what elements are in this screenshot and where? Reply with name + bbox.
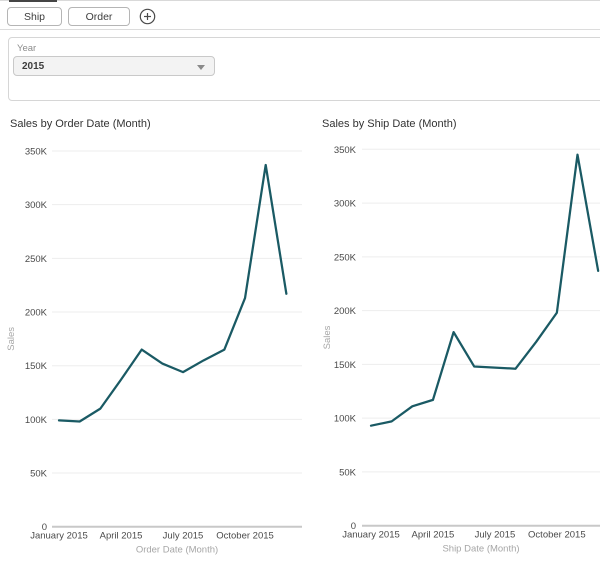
y-axis-title: Sales <box>6 327 17 351</box>
x-tick-label: January 2015 <box>30 531 88 542</box>
x-tick-label: January 2015 <box>342 530 400 541</box>
y-tick-label: 50K <box>30 469 48 480</box>
x-tick-label: April 2015 <box>100 531 143 542</box>
plus-circle-icon <box>139 8 156 25</box>
y-tick-label: 200K <box>334 306 357 317</box>
x-axis-title: Ship Date (Month) <box>442 544 519 555</box>
y-tick-label: 0 <box>351 521 356 532</box>
canvas-tab-ship[interactable]: Ship <box>7 7 62 26</box>
y-tick-label: 100K <box>25 415 48 426</box>
y-tick-label: 250K <box>25 254 48 265</box>
y-tick-label: 50K <box>339 467 357 478</box>
sales-by-ship-date-chart[interactable]: 0 50K 100K 150K 200K 250K 300K 350K January 2015… <box>322 135 600 566</box>
sales-by-order-date-chart[interactable]: 0 50K 100K 150K 200K 250K 300K 350K January 2015… <box>0 135 310 566</box>
order-date-chart-title: Sales by Order Date (Month) <box>10 118 151 130</box>
canvas-tab-order[interactable]: Order <box>68 7 130 26</box>
x-tick-label: October 2015 <box>216 531 274 542</box>
year-filter-dropdown[interactable]: 2015 <box>13 56 215 76</box>
y-tick-label: 150K <box>334 360 357 371</box>
sales-line[interactable] <box>57 163 288 423</box>
y-tick-label: 100K <box>334 414 357 425</box>
y-axis-title: Sales <box>322 325 333 349</box>
year-dropdown-value: 2015 <box>22 60 45 72</box>
caret-down-icon <box>197 65 205 70</box>
y-tick-label: 250K <box>334 252 357 263</box>
x-tick-label: July 2015 <box>475 530 516 541</box>
filter-panel: Year 2015 <box>8 37 600 101</box>
y-tick-label: 200K <box>25 308 48 319</box>
add-canvas-button[interactable] <box>139 8 156 25</box>
canvas-tab-bar: Ship Order <box>0 0 600 30</box>
y-tick-label: 300K <box>334 199 357 210</box>
x-axis-title: Order Date (Month) <box>136 545 218 556</box>
sales-line[interactable] <box>369 153 600 427</box>
active-tab-indicator <box>9 0 57 2</box>
y-tick-label: 300K <box>25 200 48 211</box>
y-tick-label: 350K <box>25 147 48 158</box>
y-tick-label: 350K <box>334 145 357 156</box>
year-filter-label: Year <box>17 43 37 54</box>
ship-date-chart-title: Sales by Ship Date (Month) <box>322 118 457 130</box>
y-tick-label: 0 <box>42 522 47 533</box>
x-tick-label: April 2015 <box>412 530 455 541</box>
x-tick-label: October 2015 <box>528 530 586 541</box>
y-tick-label: 150K <box>25 361 48 372</box>
x-tick-label: July 2015 <box>163 531 204 542</box>
